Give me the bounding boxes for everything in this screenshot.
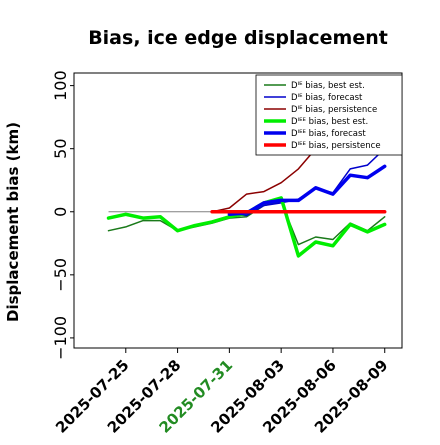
y-tick-label: −50 [51, 258, 70, 292]
series-line-1 [107, 200, 386, 246]
chart-title: Bias, ice edge displacement [88, 27, 388, 49]
y-axis: −100 −50 0 50 100 [51, 70, 74, 360]
legend-label: Dᴵᴱᴱ bias, forecast [291, 129, 366, 139]
series-line-5 [227, 164, 387, 217]
plot-frame [73, 72, 403, 349]
series-layer [106, 147, 387, 258]
legend-label: Dᴵᴱᴱ bias, best est. [291, 117, 368, 127]
legend-label: Dᴵᴱ bias, best est. [291, 81, 365, 91]
y-tick-label: −100 [51, 316, 70, 360]
legend-box [255, 74, 403, 156]
legend-label: Dᴵᴱ bias, persistence [291, 105, 377, 115]
y-tick-label: 100 [51, 70, 70, 101]
y-axis-label: Displacement bias (km) [4, 122, 22, 322]
y-tick-label: 0 [51, 207, 70, 217]
legend: Dᴵᴱ bias, best est. Dᴵᴱ bias, forecast Dᴵᴱ… [255, 74, 403, 156]
series-line-3 [211, 147, 317, 213]
x-axis: 2025-07-252025-07-282025-07-312025-08-03… [52, 348, 392, 437]
legend-label: Dᴵᴱ bias, forecast [291, 93, 363, 103]
y-tick-label: 50 [51, 139, 70, 159]
legend-label: Dᴵᴱᴱ bias, persistence [291, 141, 381, 151]
series-line-4 [106, 196, 387, 258]
